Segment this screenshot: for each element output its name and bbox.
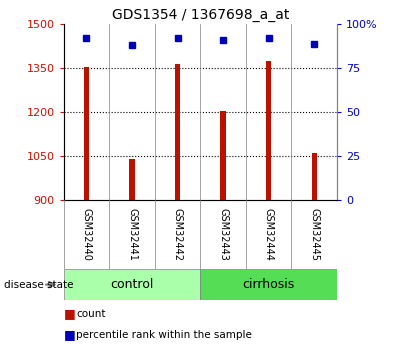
Title: GDS1354 / 1367698_a_at: GDS1354 / 1367698_a_at <box>112 8 289 22</box>
Text: GSM32441: GSM32441 <box>127 208 137 261</box>
Text: count: count <box>76 309 106 319</box>
Text: GSM32440: GSM32440 <box>81 208 92 261</box>
Text: cirrhosis: cirrhosis <box>242 278 295 291</box>
Bar <box>129 159 135 200</box>
Text: GSM32445: GSM32445 <box>309 208 319 261</box>
Text: GSM32443: GSM32443 <box>218 208 228 261</box>
Text: GSM32444: GSM32444 <box>264 208 274 261</box>
Bar <box>84 67 89 200</box>
FancyBboxPatch shape <box>201 269 337 300</box>
Text: percentile rank within the sample: percentile rank within the sample <box>76 330 252 339</box>
Text: ■: ■ <box>64 307 76 321</box>
Text: ■: ■ <box>64 328 76 341</box>
Text: disease state: disease state <box>4 280 74 289</box>
Bar <box>220 111 226 200</box>
Text: control: control <box>110 278 154 291</box>
FancyBboxPatch shape <box>64 269 201 300</box>
Text: GSM32442: GSM32442 <box>173 208 182 261</box>
Bar <box>312 152 317 200</box>
Bar <box>266 61 271 200</box>
Bar <box>175 64 180 200</box>
